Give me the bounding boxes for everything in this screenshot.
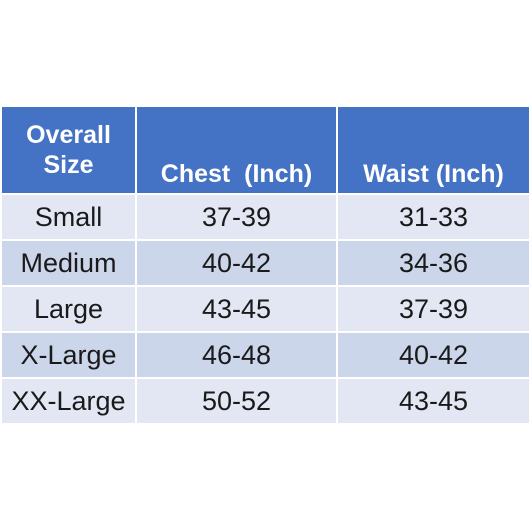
cell-size: XX-Large bbox=[0, 377, 137, 425]
cell-waist: 37-39 bbox=[336, 285, 529, 333]
cell-chest: 40-42 bbox=[135, 239, 338, 287]
table-row: XX-Large 50-52 43-45 bbox=[0, 377, 529, 425]
cell-waist: 43-45 bbox=[336, 377, 529, 425]
table-row: Small 37-39 31-33 bbox=[0, 193, 529, 241]
header-overall-size-line2: Size bbox=[43, 151, 94, 179]
header-row: Overall Size Chest (Inch) Waist (Inch) bbox=[0, 105, 529, 195]
cell-waist: 31-33 bbox=[336, 193, 529, 241]
cell-size: Medium bbox=[0, 239, 137, 287]
table-header: Overall Size Chest (Inch) Waist (Inch) bbox=[0, 105, 529, 195]
size-chart-table: Overall Size Chest (Inch) Waist (Inch) S… bbox=[0, 105, 529, 425]
header-overall-size-line1: Overall bbox=[26, 121, 111, 149]
header-overall-size: Overall Size bbox=[0, 105, 137, 195]
cell-chest: 46-48 bbox=[135, 331, 338, 379]
cell-waist: 40-42 bbox=[336, 331, 529, 379]
cell-size: Small bbox=[0, 193, 137, 241]
table-row: X-Large 46-48 40-42 bbox=[0, 331, 529, 379]
cell-waist: 34-36 bbox=[336, 239, 529, 287]
cell-size: Large bbox=[0, 285, 137, 333]
cell-size: X-Large bbox=[0, 331, 137, 379]
header-waist-label: Waist (Inch) bbox=[363, 160, 504, 188]
table-row: Large 43-45 37-39 bbox=[0, 285, 529, 333]
header-waist: Waist (Inch) bbox=[336, 105, 529, 195]
cell-chest: 43-45 bbox=[135, 285, 338, 333]
cell-chest: 37-39 bbox=[135, 193, 338, 241]
cell-chest: 50-52 bbox=[135, 377, 338, 425]
table-row: Medium 40-42 34-36 bbox=[0, 239, 529, 287]
header-chest: Chest (Inch) bbox=[135, 105, 338, 195]
table-body: Small 37-39 31-33 Medium 40-42 34-36 Lar… bbox=[0, 193, 529, 425]
header-chest-label: Chest (Inch) bbox=[160, 160, 313, 188]
